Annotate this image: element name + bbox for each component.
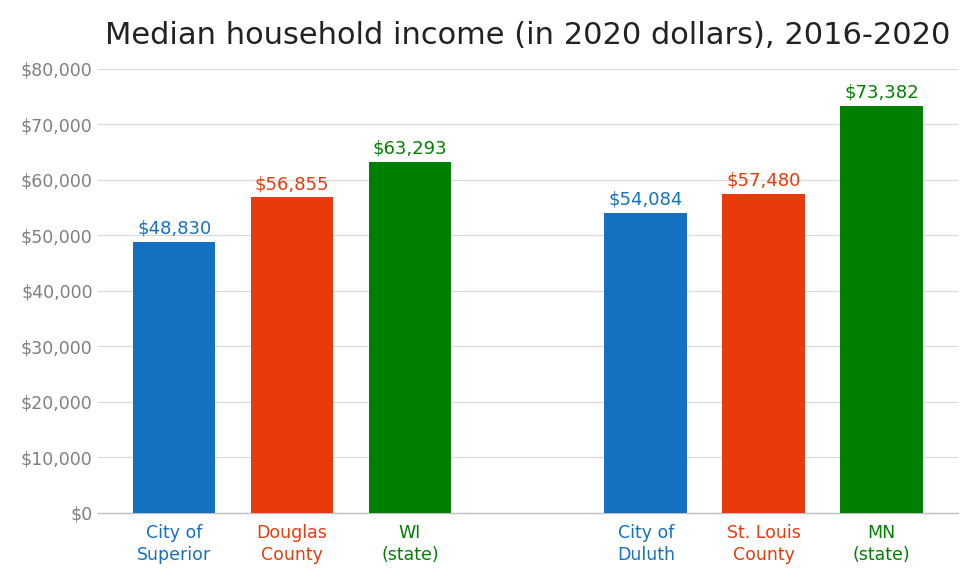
Text: $56,855: $56,855 (254, 176, 329, 194)
Title: Median household income (in 2020 dollars), 2016-2020: Median household income (in 2020 dollars… (105, 21, 950, 50)
Text: $54,084: $54,084 (608, 191, 683, 209)
Text: $63,293: $63,293 (373, 140, 447, 158)
Bar (839, 105, 922, 513)
Text: $57,480: $57,480 (726, 172, 800, 190)
Bar (369, 161, 451, 513)
Text: $48,830: $48,830 (137, 220, 211, 238)
Bar (133, 242, 215, 513)
Text: $73,382: $73,382 (843, 84, 918, 102)
Bar (250, 197, 333, 513)
Bar (722, 194, 804, 513)
Bar (603, 213, 687, 513)
